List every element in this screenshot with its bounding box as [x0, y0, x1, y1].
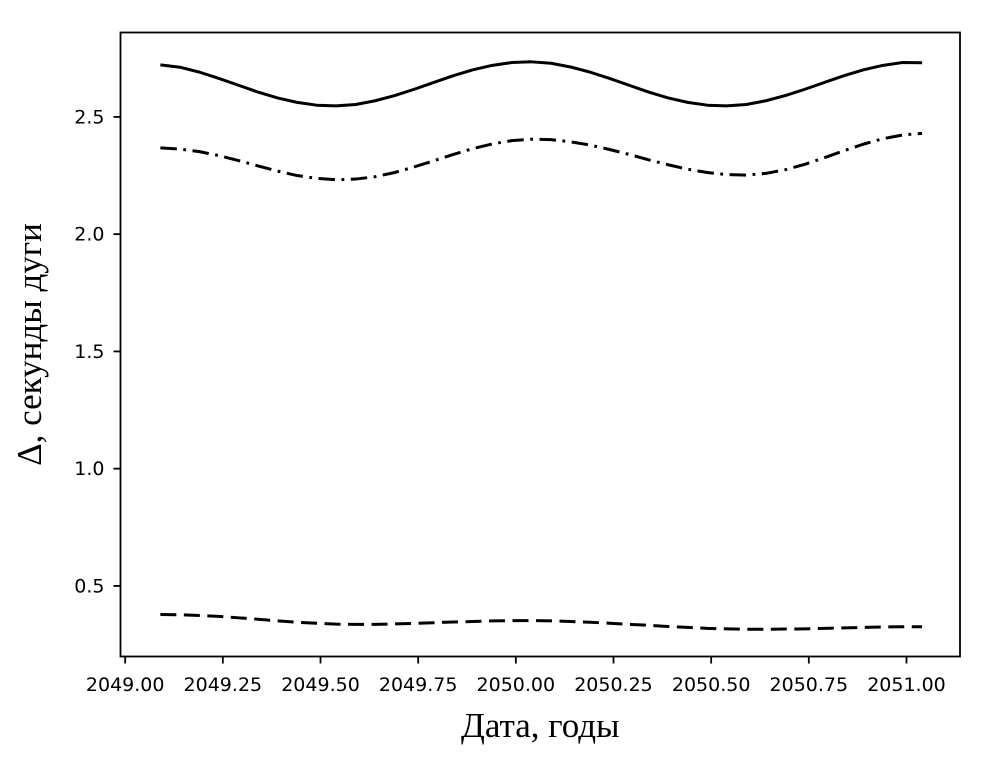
- solid-line: [160, 60, 923, 108]
- dashed-line: [160, 613, 923, 631]
- dash-dot-line: [160, 131, 923, 182]
- x-tick-label: 2050.75: [770, 674, 849, 696]
- y-axis-label: Δ, секунды дуги: [10, 223, 49, 466]
- x-tick-label: 2049.25: [184, 674, 263, 696]
- x-tick-label: 2051.00: [867, 674, 946, 696]
- x-tick-label: 2050.50: [672, 674, 751, 696]
- series-group: [160, 60, 923, 631]
- y-tick-label: 1.0: [74, 458, 104, 480]
- x-tick-label: 2050.25: [574, 674, 653, 696]
- plot-border: [119, 31, 961, 658]
- x-tick-label: 2049.75: [379, 674, 458, 696]
- x-tick-label: 2049.00: [86, 674, 165, 696]
- x-axis-ticks: 2049.00 2049.25 2049.50 2049.75 2050.00 2050.…: [86, 656, 946, 696]
- y-tick-label: 2.5: [74, 106, 104, 128]
- y-tick-label: 1.5: [74, 341, 104, 363]
- y-tick-label: 0.5: [74, 575, 104, 597]
- x-tick-label: 2050.00: [477, 674, 556, 696]
- x-axis-label: Дата, годы: [461, 706, 620, 745]
- y-axis-ticks: 0.5 1.0 1.5 2.0 2.5: [74, 106, 121, 597]
- x-tick-label: 2049.50: [281, 674, 360, 696]
- y-tick-label: 2.0: [74, 224, 104, 246]
